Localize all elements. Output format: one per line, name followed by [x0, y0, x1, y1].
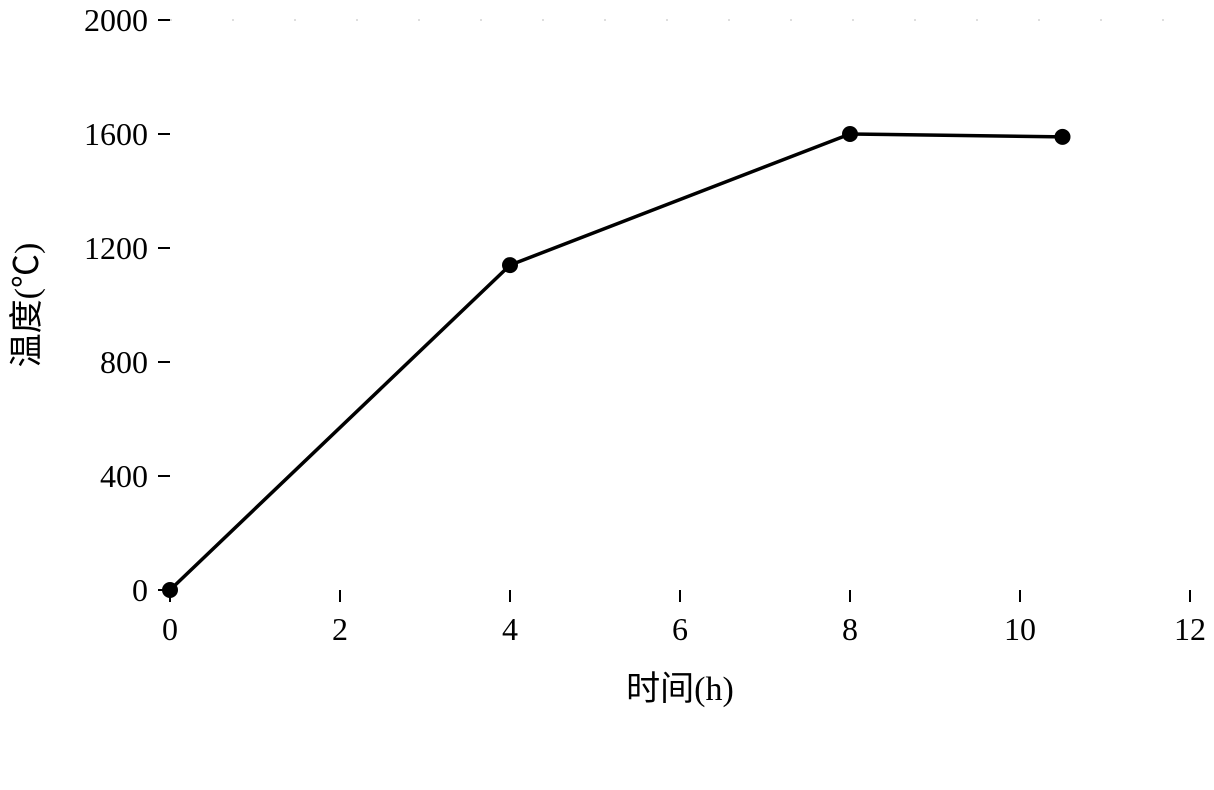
x-tick-label: 12 [1174, 611, 1206, 647]
chart-background [0, 0, 1214, 790]
x-tick-label: 0 [162, 611, 178, 647]
y-tick-label: 1600 [84, 116, 148, 152]
x-axis-label: 时间(h) [626, 671, 734, 708]
x-tick-label: 8 [842, 611, 858, 647]
y-axis-label: 温度(℃) [8, 243, 46, 368]
y-tick-label: 2000 [84, 2, 148, 38]
line-chart: 0 400 800 1200 1600 2000 0 2 4 6 8 10 12 时间(h) 温度(℃) [0, 0, 1214, 790]
x-tick-label: 4 [502, 611, 518, 647]
y-tick-label: 400 [100, 458, 148, 494]
data-marker [1055, 129, 1071, 145]
x-tick-label: 2 [332, 611, 348, 647]
data-marker [842, 126, 858, 142]
y-tick-label: 1200 [84, 230, 148, 266]
y-tick-label: 0 [132, 572, 148, 608]
x-tick-label: 10 [1004, 611, 1036, 647]
x-tick-label: 6 [672, 611, 688, 647]
data-marker [162, 582, 178, 598]
y-tick-label: 800 [100, 344, 148, 380]
chart-container: 0 400 800 1200 1600 2000 0 2 4 6 8 10 12 时间(h) 温度(℃) [0, 0, 1214, 790]
data-marker [502, 257, 518, 273]
